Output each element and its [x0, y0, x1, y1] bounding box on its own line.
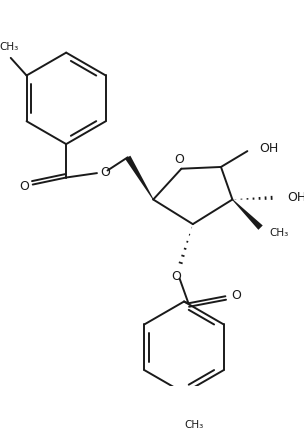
Polygon shape — [232, 199, 263, 230]
Polygon shape — [125, 156, 154, 200]
Text: OH: OH — [287, 191, 304, 204]
Text: CH₃: CH₃ — [0, 42, 19, 52]
Text: OH: OH — [260, 142, 279, 155]
Text: O: O — [100, 166, 110, 179]
Text: CH₃: CH₃ — [269, 228, 288, 238]
Text: O: O — [171, 270, 181, 283]
Text: O: O — [174, 153, 184, 166]
Text: CH₃: CH₃ — [184, 420, 203, 430]
Text: O: O — [231, 289, 241, 302]
Text: O: O — [19, 180, 29, 193]
